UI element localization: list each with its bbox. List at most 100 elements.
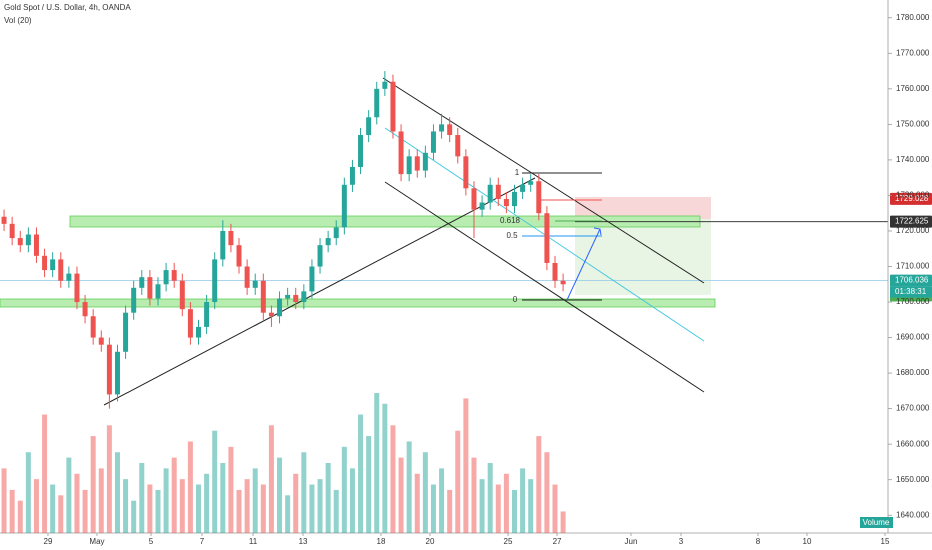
volume-bar — [277, 457, 283, 533]
candle-body — [358, 135, 364, 168]
candle-body — [228, 230, 234, 246]
candle-body — [252, 280, 258, 288]
candle-body — [98, 337, 104, 345]
candle-body — [520, 184, 526, 192]
candle-body — [406, 156, 412, 175]
candle-body — [366, 117, 372, 136]
volume-bar — [58, 495, 64, 533]
volume-bar — [244, 479, 250, 533]
y-tick-label: 1640.000 — [896, 510, 930, 519]
x-tick-label: May — [89, 537, 104, 546]
volume-bar — [260, 484, 266, 533]
chart-title: Gold Spot / U.S. Dollar, 4h, OANDA — [4, 3, 131, 12]
x-tick-label: 18 — [377, 537, 386, 546]
volume-bar — [228, 446, 234, 533]
y-tick-label: 1650.000 — [896, 475, 930, 484]
candle-body — [1, 216, 7, 224]
candle-body — [317, 245, 323, 267]
price-tag-label: 1729.028 — [895, 194, 929, 203]
volume-bar — [179, 479, 185, 533]
volume-bar — [123, 479, 129, 533]
fib-label: 1 — [515, 168, 520, 177]
volume-bar — [503, 473, 509, 533]
y-tick-label: 1690.000 — [896, 333, 930, 342]
candle-body — [552, 262, 558, 281]
volume-badge — [860, 517, 893, 528]
volume-bar — [171, 457, 177, 533]
price-tag — [890, 274, 932, 287]
candle-body — [244, 266, 250, 288]
volume-bar — [552, 484, 558, 533]
candle-body — [171, 270, 177, 281]
y-tick-label: 1680.000 — [896, 368, 930, 377]
candle-body — [495, 184, 501, 199]
fib-label: 0.5 — [506, 231, 518, 240]
volume-bar — [285, 495, 291, 533]
volume-bar — [536, 436, 542, 533]
volume-bar — [187, 441, 193, 533]
volume-bar — [74, 473, 80, 533]
volume-bar — [301, 452, 307, 533]
candle-body — [123, 312, 129, 352]
x-tick-label: 11 — [249, 537, 258, 546]
y-tick-label: 1710.000 — [896, 262, 930, 271]
volume-bar — [439, 468, 445, 533]
volume-bar — [358, 414, 364, 533]
volume-bar — [495, 484, 501, 533]
fib-label: 0.618 — [500, 216, 521, 225]
candle-body — [106, 344, 112, 395]
volume-bar — [528, 479, 534, 533]
candle-body — [220, 230, 226, 260]
volume-bar — [471, 457, 477, 533]
volume-bar — [341, 446, 347, 533]
price-tag — [890, 215, 932, 228]
volume-bar — [293, 473, 299, 533]
candle-body — [33, 234, 39, 256]
channel-lower — [384, 181, 705, 393]
volume-bar — [398, 457, 404, 533]
volume-bar — [90, 436, 96, 533]
volume-bar — [325, 463, 331, 533]
candle-body — [114, 351, 120, 395]
volume-bar — [236, 489, 242, 533]
volume-bar — [309, 484, 315, 533]
volume-bar — [98, 468, 104, 533]
volume-bar — [139, 463, 145, 533]
candle-body — [50, 259, 56, 271]
volume-bar — [366, 436, 372, 533]
support-zone — [0, 298, 716, 308]
volume-bar — [349, 468, 355, 533]
y-tick-label: 1780.000 — [896, 13, 930, 22]
candle-body — [374, 88, 380, 118]
candle-body — [90, 316, 96, 338]
candle-body — [390, 81, 396, 132]
x-tick-label: 13 — [299, 537, 308, 546]
volume-bar — [479, 479, 485, 533]
candle-body — [187, 309, 193, 338]
indicator-label: Vol (20) — [4, 16, 32, 25]
x-tick-label: 8 — [756, 537, 761, 546]
candle-body — [285, 294, 291, 299]
y-tick-label: 1660.000 — [896, 439, 930, 448]
volume-bar — [17, 500, 23, 533]
volume-bar — [9, 489, 15, 533]
candle-body — [155, 284, 161, 299]
volume-bar — [374, 393, 380, 533]
volume-bar — [114, 452, 120, 533]
candle-body — [430, 131, 436, 153]
volume-bar — [414, 473, 420, 533]
candle-body — [42, 255, 48, 271]
candle-body — [82, 302, 88, 317]
candle-body — [131, 287, 137, 313]
candle-body — [455, 135, 461, 157]
candle-body — [163, 270, 169, 285]
candle-body — [447, 124, 453, 136]
volume-bar — [25, 452, 31, 533]
volume-bar — [163, 468, 169, 533]
x-tick-label: 5 — [149, 537, 154, 546]
volume-bar — [42, 414, 48, 533]
projection-arrow — [566, 228, 601, 301]
volume-bar — [520, 468, 526, 533]
candle-body — [260, 280, 266, 313]
